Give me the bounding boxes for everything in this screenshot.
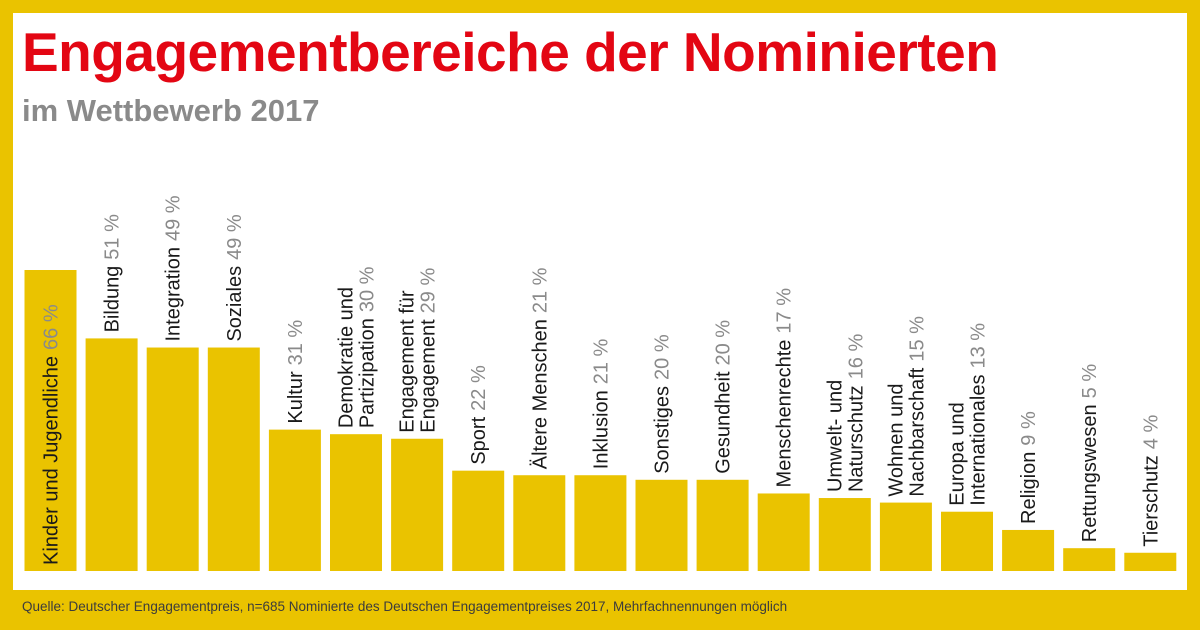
value-label: 16 % xyxy=(845,334,867,380)
bar-label: Tierschutz 4 % xyxy=(1140,415,1162,547)
value-label: 21 % xyxy=(590,338,612,384)
category-label: Inklusion xyxy=(590,390,612,469)
value-label: 15 % xyxy=(906,316,928,362)
value-label: 21 % xyxy=(529,267,551,313)
bar-label: Soziales 49 % xyxy=(224,214,246,341)
bar-label: Inklusion 21 % xyxy=(590,338,612,469)
bar xyxy=(757,493,810,571)
bar-label: Gesundheit 20 % xyxy=(713,320,735,474)
category-label: Umwelt- und xyxy=(824,380,846,492)
bar-label: Religion 9 % xyxy=(1018,411,1040,524)
bar xyxy=(146,347,199,571)
bar-label: Menschenrechte 17 % xyxy=(774,288,796,488)
category-label: Menschenrechte xyxy=(774,340,796,488)
bar xyxy=(1002,529,1055,571)
bar xyxy=(391,438,444,571)
bar xyxy=(330,434,382,571)
category-label: Religion xyxy=(1018,452,1040,524)
bar-label: Bildung 51 % xyxy=(102,214,124,333)
value-label: 51 % xyxy=(102,214,124,260)
category-label: Gesundheit xyxy=(713,371,735,474)
value-label: 22 % xyxy=(468,365,490,411)
category-label: Internationales xyxy=(968,375,990,506)
bar xyxy=(24,270,77,571)
bar-label: Engagement fürEngagement 29 % xyxy=(397,268,440,433)
category-label: Engagement xyxy=(418,319,440,433)
category-label: Wohnen und xyxy=(885,384,907,497)
chart-title: Engagementbereiche der Nominierten xyxy=(22,21,999,83)
category-label: Soziales xyxy=(224,266,246,342)
bar-label: Sport 22 % xyxy=(468,365,490,465)
bar xyxy=(818,498,871,571)
category-label: Partizipation xyxy=(357,318,379,428)
value-label: 66 % xyxy=(41,304,63,350)
value-label: 9 % xyxy=(1018,411,1040,446)
bar xyxy=(574,475,627,571)
bar-label: Rettungswesen 5 % xyxy=(1079,364,1101,543)
bar-label: Ältere Menschen 21 % xyxy=(529,267,551,469)
category-label: Tierschutz xyxy=(1140,455,1162,547)
category-label: Sonstiges xyxy=(652,386,674,474)
value-label: 49 % xyxy=(163,195,185,241)
value-label: 20 % xyxy=(652,334,674,380)
value-label: 49 % xyxy=(224,214,246,260)
bar-label: Kultur 31 % xyxy=(285,320,307,424)
bar-label: Umwelt- undNaturschutz 16 % xyxy=(824,334,867,493)
bar xyxy=(635,479,688,571)
category-label: Kultur xyxy=(285,371,307,424)
category-label: Nachbarschaft xyxy=(906,367,928,496)
category-label: Bildung xyxy=(102,266,124,333)
category-label: Naturschutz xyxy=(845,385,867,492)
value-label: 17 % xyxy=(774,288,796,334)
value-label: 5 % xyxy=(1079,364,1101,399)
category-label: Rettungswesen xyxy=(1079,404,1101,542)
bar xyxy=(452,470,505,571)
chart-subtitle: im Wettbewerb 2017 xyxy=(22,93,320,128)
value-label: 13 % xyxy=(968,323,990,369)
value-label: 20 % xyxy=(713,320,735,366)
bar-label: Wohnen undNachbarschaft 15 % xyxy=(885,316,928,497)
category-label: Sport xyxy=(468,416,490,464)
value-label: 30 % xyxy=(357,266,379,312)
value-label: 31 % xyxy=(285,320,307,366)
bar-label: Integration 49 % xyxy=(163,195,185,341)
category-label: Europa und xyxy=(947,402,969,505)
category-label: Kinder und Jugendliche xyxy=(41,356,63,565)
source-note: Quelle: Deutscher Engagementpreis, n=685… xyxy=(22,599,788,614)
category-label: Demokratie und xyxy=(336,287,358,428)
value-label: 4 % xyxy=(1140,415,1162,450)
bar xyxy=(879,502,932,571)
category-label: Engagement für xyxy=(397,290,419,433)
bar xyxy=(1063,548,1116,571)
bar-label: Demokratie undPartizipation 30 % xyxy=(336,266,379,428)
category-label: Integration xyxy=(163,247,185,342)
bar xyxy=(85,338,138,571)
bar xyxy=(1124,552,1177,571)
value-label: 29 % xyxy=(418,268,440,314)
bar-label: Kinder und Jugendliche 66 % xyxy=(41,304,63,565)
bar xyxy=(941,511,993,571)
category-label: Ältere Menschen xyxy=(529,319,551,469)
bar xyxy=(268,429,321,571)
bar xyxy=(513,475,566,571)
bar-label: Sonstiges 20 % xyxy=(652,334,674,474)
bar-label: Europa undInternationales 13 % xyxy=(947,323,990,506)
bar xyxy=(696,479,749,571)
bar xyxy=(207,347,260,571)
